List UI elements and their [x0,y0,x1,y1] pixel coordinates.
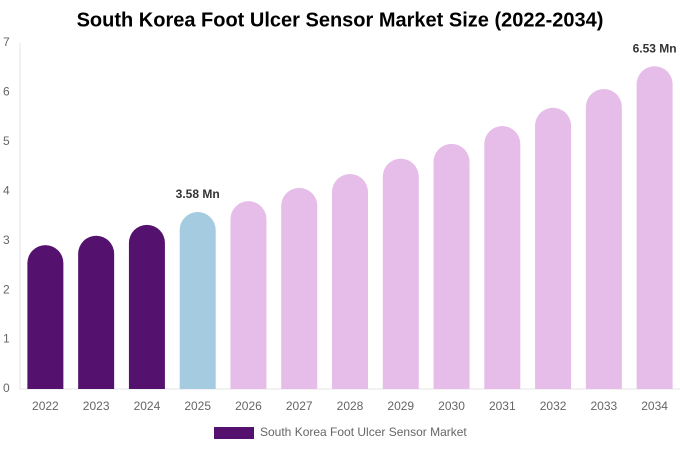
chart-title: South Korea Foot Ulcer Sensor Market Siz… [77,9,604,31]
x-tick-label: 2026 [235,399,262,413]
bar [636,66,673,389]
y-tick-label: 3 [3,233,10,247]
y-tick-label: 5 [3,134,10,148]
bar [382,158,419,389]
bar [484,126,521,390]
x-tick-label: 2034 [641,399,668,413]
y-tick-label: 7 [3,35,10,49]
bar [78,235,115,389]
bar [281,187,318,389]
bar [27,245,64,389]
x-tick-label: 2029 [387,399,414,413]
y-tick-label: 1 [3,332,10,346]
data-label: 6.53 Mn [633,41,677,55]
bar [179,212,216,389]
x-tick-label: 2022 [32,399,59,413]
y-tick-label: 6 [3,85,10,99]
bar [128,224,165,389]
x-tick-label: 2030 [438,399,465,413]
x-tick-label: 2023 [83,399,110,413]
legend-label: South Korea Foot Ulcer Sensor Market [260,425,467,439]
bar [535,107,572,389]
x-tick-label: 2024 [134,399,161,413]
data-label: 3.58 Mn [176,187,220,201]
bar [433,143,470,389]
bar [585,88,622,390]
y-tick-label: 0 [3,381,10,395]
x-tick-label: 2025 [184,399,211,413]
y-tick-label: 2 [3,282,10,296]
x-tick-label: 2028 [337,399,364,413]
bar [230,201,267,389]
bar [332,173,368,389]
x-tick-label: 2032 [540,399,567,413]
legend-swatch [214,427,254,439]
y-tick-label: 4 [3,183,10,197]
x-tick-label: 2027 [286,399,313,413]
x-tick-label: 2033 [590,399,617,413]
x-tick-label: 2031 [489,399,516,413]
